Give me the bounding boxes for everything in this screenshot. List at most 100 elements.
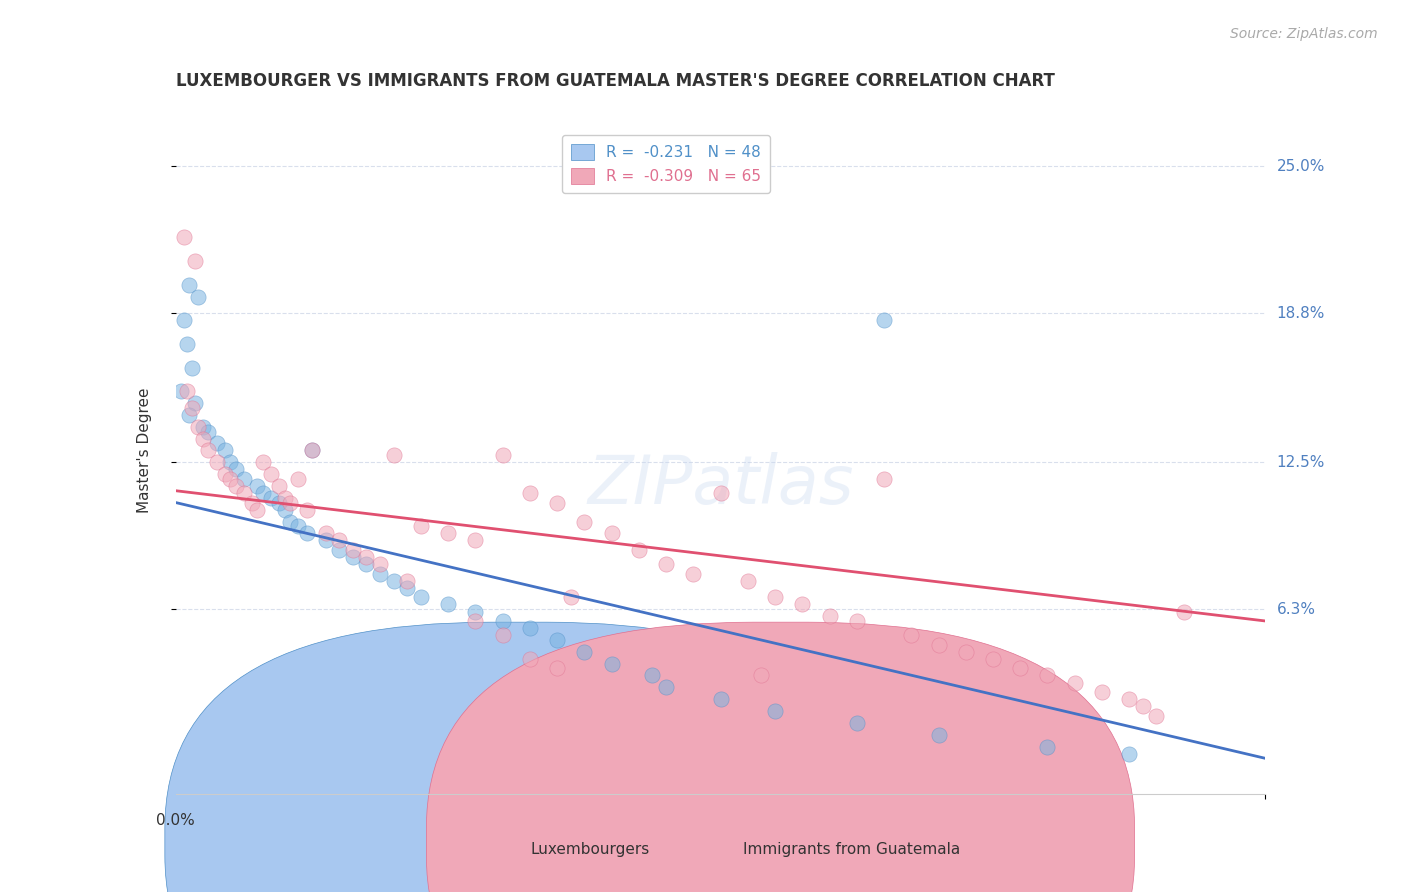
- Point: [763, 591, 786, 605]
- Text: Luxembourgers: Luxembourgers: [530, 842, 650, 857]
- Point: [1132, 699, 1154, 714]
- Point: [328, 533, 350, 548]
- Point: [492, 614, 515, 628]
- Point: [1144, 708, 1167, 723]
- Point: [278, 515, 301, 529]
- Point: [955, 645, 977, 659]
- Point: [928, 728, 950, 742]
- Text: 6.3%: 6.3%: [1277, 601, 1316, 616]
- Point: [382, 448, 405, 462]
- Point: [252, 455, 274, 469]
- Point: [1118, 747, 1140, 761]
- Point: [205, 436, 228, 450]
- Point: [763, 704, 786, 718]
- Point: [900, 628, 922, 642]
- Point: [627, 543, 650, 558]
- Point: [219, 455, 242, 469]
- Point: [179, 277, 201, 292]
- Point: [409, 519, 432, 533]
- Point: [519, 486, 541, 500]
- Point: [176, 384, 198, 399]
- Point: [225, 479, 247, 493]
- Point: [546, 632, 568, 647]
- Point: [269, 495, 291, 509]
- Point: [186, 289, 209, 303]
- Point: [464, 605, 486, 619]
- Point: [295, 502, 318, 516]
- Point: [845, 715, 868, 730]
- Text: Source: ZipAtlas.com: Source: ZipAtlas.com: [1230, 27, 1378, 41]
- Point: [873, 472, 896, 486]
- Point: [641, 668, 664, 682]
- Point: [382, 574, 405, 588]
- Point: [710, 486, 733, 500]
- Point: [191, 419, 214, 434]
- Text: LUXEMBOURGER VS IMMIGRANTS FROM GUATEMALA MASTER'S DEGREE CORRELATION CHART: LUXEMBOURGER VS IMMIGRANTS FROM GUATEMAL…: [176, 72, 1054, 90]
- Point: [356, 549, 378, 564]
- Y-axis label: Master's Degree: Master's Degree: [138, 388, 152, 513]
- Point: [315, 533, 337, 548]
- Point: [1036, 739, 1059, 754]
- Point: [342, 543, 364, 558]
- Point: [737, 574, 759, 588]
- Point: [232, 486, 254, 500]
- Point: [214, 467, 236, 482]
- Point: [176, 337, 198, 351]
- Point: [278, 495, 301, 509]
- Point: [301, 443, 323, 458]
- Legend: R =  -0.231   N = 48, R =  -0.309   N = 65: R = -0.231 N = 48, R = -0.309 N = 65: [562, 136, 770, 194]
- Point: [845, 614, 868, 628]
- Point: [184, 254, 207, 268]
- Point: [1173, 605, 1195, 619]
- Point: [560, 591, 582, 605]
- Point: [186, 419, 209, 434]
- Point: [981, 652, 1004, 666]
- Point: [219, 472, 242, 486]
- Point: [342, 549, 364, 564]
- Point: [437, 598, 460, 612]
- Point: [409, 591, 432, 605]
- Point: [1063, 675, 1085, 690]
- Point: [873, 313, 896, 327]
- Point: [197, 425, 219, 439]
- Point: [356, 557, 378, 571]
- Point: [274, 502, 297, 516]
- Point: [269, 479, 291, 493]
- Point: [368, 566, 391, 581]
- Point: [1036, 668, 1059, 682]
- Point: [519, 621, 541, 635]
- Point: [574, 515, 596, 529]
- Point: [246, 479, 269, 493]
- Point: [710, 692, 733, 706]
- Point: [818, 609, 841, 624]
- Point: [464, 533, 486, 548]
- Text: 18.8%: 18.8%: [1277, 306, 1324, 320]
- Point: [492, 448, 515, 462]
- Point: [260, 467, 283, 482]
- Point: [492, 628, 515, 642]
- Point: [191, 432, 214, 446]
- Point: [751, 668, 773, 682]
- Point: [252, 486, 274, 500]
- Point: [295, 526, 318, 541]
- FancyBboxPatch shape: [165, 623, 873, 892]
- Point: [655, 681, 678, 695]
- Point: [240, 495, 263, 509]
- Point: [173, 230, 195, 244]
- Point: [184, 396, 207, 410]
- Point: [600, 657, 623, 671]
- Point: [574, 645, 596, 659]
- Point: [792, 598, 814, 612]
- Point: [1118, 692, 1140, 706]
- Point: [181, 401, 204, 415]
- Point: [396, 581, 419, 595]
- Point: [546, 661, 568, 675]
- Text: Immigrants from Guatemala: Immigrants from Guatemala: [742, 842, 960, 857]
- Point: [519, 652, 541, 666]
- Point: [437, 526, 460, 541]
- Point: [173, 313, 195, 327]
- Point: [287, 519, 309, 533]
- Text: 0.0%: 0.0%: [156, 814, 195, 828]
- Point: [205, 455, 228, 469]
- Point: [246, 502, 269, 516]
